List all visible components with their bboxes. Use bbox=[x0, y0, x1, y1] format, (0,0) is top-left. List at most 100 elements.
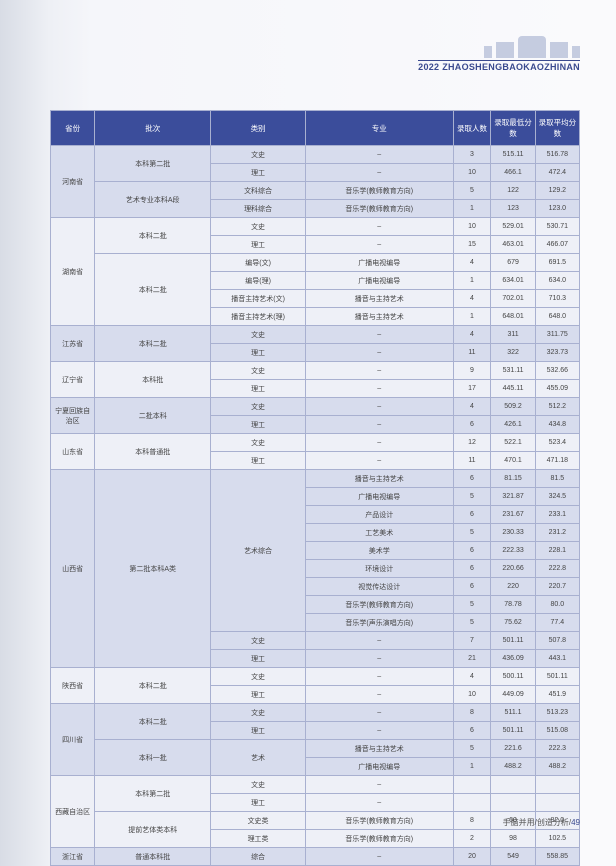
cell-avg-score: 532.66 bbox=[535, 362, 579, 380]
cell-category: 文史 bbox=[211, 146, 306, 164]
cell-avg-score: 523.4 bbox=[535, 434, 579, 452]
cell-batch: 普通本科批 bbox=[95, 848, 211, 866]
cell-category: 编导(文) bbox=[211, 254, 306, 272]
cell-avg-score: 129.2 bbox=[535, 182, 579, 200]
cell-count: 4 bbox=[453, 668, 491, 686]
cell-min-score: 321.87 bbox=[491, 488, 535, 506]
table-row: 宁夏回族自治区二批本科文史–4509.2512.2 bbox=[51, 398, 580, 416]
cell-avg-score: 451.9 bbox=[535, 686, 579, 704]
cell-province: 河南省 bbox=[51, 146, 95, 218]
cell-category: 文史 bbox=[211, 326, 306, 344]
cell-category: 综合 bbox=[211, 848, 306, 866]
cell-count: 6 bbox=[453, 722, 491, 740]
cell-avg-score: 443.1 bbox=[535, 650, 579, 668]
cell-province: 江苏省 bbox=[51, 326, 95, 362]
cell-major: – bbox=[305, 434, 453, 452]
cell-count: 8 bbox=[453, 704, 491, 722]
cell-major: – bbox=[305, 848, 453, 866]
cell-min-score: 220 bbox=[491, 578, 535, 596]
cell-category: 理工 bbox=[211, 416, 306, 434]
cell-min-score: 549 bbox=[491, 848, 535, 866]
cell-min-score: 98 bbox=[491, 830, 535, 848]
table-row: 本科一批艺术播音与主持艺术5221.6222.3 bbox=[51, 740, 580, 758]
cell-batch: 本科第二批 bbox=[95, 146, 211, 182]
cell-batch: 提前艺体类本科 bbox=[95, 812, 211, 848]
cell-major: – bbox=[305, 398, 453, 416]
cell-avg-score: 77.4 bbox=[535, 614, 579, 632]
cell-min-score: 634.01 bbox=[491, 272, 535, 290]
cell-min-score: 322 bbox=[491, 344, 535, 362]
cell-min-score: 231.67 bbox=[491, 506, 535, 524]
cell-min-score: 648.01 bbox=[491, 308, 535, 326]
cell-category: 理工类 bbox=[211, 830, 306, 848]
table-row: 江苏省本科二批文史–4311311.75 bbox=[51, 326, 580, 344]
column-header: 录取最低分数 bbox=[491, 111, 535, 146]
cell-count: 3 bbox=[453, 146, 491, 164]
cell-count: 6 bbox=[453, 506, 491, 524]
cell-min-score: 426.1 bbox=[491, 416, 535, 434]
cell-min-score: 230.33 bbox=[491, 524, 535, 542]
cell-major: – bbox=[305, 146, 453, 164]
cell-major: 播音与主持艺术 bbox=[305, 290, 453, 308]
cell-avg-score: 471.18 bbox=[535, 452, 579, 470]
cell-major: 音乐学(教师教育方向) bbox=[305, 182, 453, 200]
cell-min-score: 470.1 bbox=[491, 452, 535, 470]
cell-avg-score: 515.08 bbox=[535, 722, 579, 740]
cell-avg-score: 710.3 bbox=[535, 290, 579, 308]
cell-avg-score: 512.2 bbox=[535, 398, 579, 416]
cell-avg-score: 324.5 bbox=[535, 488, 579, 506]
cell-min-score bbox=[491, 776, 535, 794]
cell-avg-score: 501.11 bbox=[535, 668, 579, 686]
cell-batch: 本科批 bbox=[95, 362, 211, 398]
cell-min-score: 78.78 bbox=[491, 596, 535, 614]
table-body: 河南省本科第二批文史–3515.11516.78理工–10466.1472.4艺… bbox=[51, 146, 580, 866]
cell-count: 7 bbox=[453, 632, 491, 650]
cell-avg-score: 634.0 bbox=[535, 272, 579, 290]
column-header: 录取平均分数 bbox=[535, 111, 579, 146]
cell-avg-score: 466.07 bbox=[535, 236, 579, 254]
cell-major: 环境设计 bbox=[305, 560, 453, 578]
cell-count: 9 bbox=[453, 362, 491, 380]
cell-avg-score: 488.2 bbox=[535, 758, 579, 776]
building-icon bbox=[418, 36, 580, 58]
cell-major: – bbox=[305, 362, 453, 380]
cell-avg-score: 648.0 bbox=[535, 308, 579, 326]
cell-avg-score: 222.8 bbox=[535, 560, 579, 578]
cell-major: – bbox=[305, 668, 453, 686]
cell-count: 6 bbox=[453, 560, 491, 578]
cell-avg-score: 228.1 bbox=[535, 542, 579, 560]
cell-major: 视觉传达设计 bbox=[305, 578, 453, 596]
cell-category: 理工 bbox=[211, 380, 306, 398]
cell-avg-score: 507.8 bbox=[535, 632, 579, 650]
cell-province: 浙江省 bbox=[51, 848, 95, 866]
cell-count: 6 bbox=[453, 578, 491, 596]
cell-count: 4 bbox=[453, 290, 491, 308]
cell-avg-score: 434.8 bbox=[535, 416, 579, 434]
cell-min-score: 501.11 bbox=[491, 722, 535, 740]
cell-category: 理工 bbox=[211, 344, 306, 362]
table-row: 陕西省本科二批文史–4500.11501.11 bbox=[51, 668, 580, 686]
cell-min-score: 436.09 bbox=[491, 650, 535, 668]
cell-major: – bbox=[305, 632, 453, 650]
cell-category: 理工 bbox=[211, 650, 306, 668]
cell-count: 8 bbox=[453, 812, 491, 830]
cell-avg-score: 233.1 bbox=[535, 506, 579, 524]
cell-major: – bbox=[305, 326, 453, 344]
cell-major: 广播电视编导 bbox=[305, 758, 453, 776]
cell-major: 音乐学(教师教育方向) bbox=[305, 830, 453, 848]
cell-major: – bbox=[305, 344, 453, 362]
cell-category: 理科综合 bbox=[211, 200, 306, 218]
page-footer: 手脑并用/创造分析/49 bbox=[503, 817, 580, 828]
cell-min-score: 702.01 bbox=[491, 290, 535, 308]
table-row: 河南省本科第二批文史–3515.11516.78 bbox=[51, 146, 580, 164]
table-header: 省份批次类别专业录取人数录取最低分数录取平均分数 bbox=[51, 111, 580, 146]
cell-batch: 本科二批 bbox=[95, 326, 211, 362]
cell-major: 产品设计 bbox=[305, 506, 453, 524]
cell-avg-score: 311.75 bbox=[535, 326, 579, 344]
banner-text: 2022 ZHAOSHENGBAOKAOZHINAN bbox=[418, 60, 580, 72]
cell-min-score: 679 bbox=[491, 254, 535, 272]
column-header: 省份 bbox=[51, 111, 95, 146]
cell-min-score: 123 bbox=[491, 200, 535, 218]
cell-min-score: 122 bbox=[491, 182, 535, 200]
cell-avg-score: 323.73 bbox=[535, 344, 579, 362]
